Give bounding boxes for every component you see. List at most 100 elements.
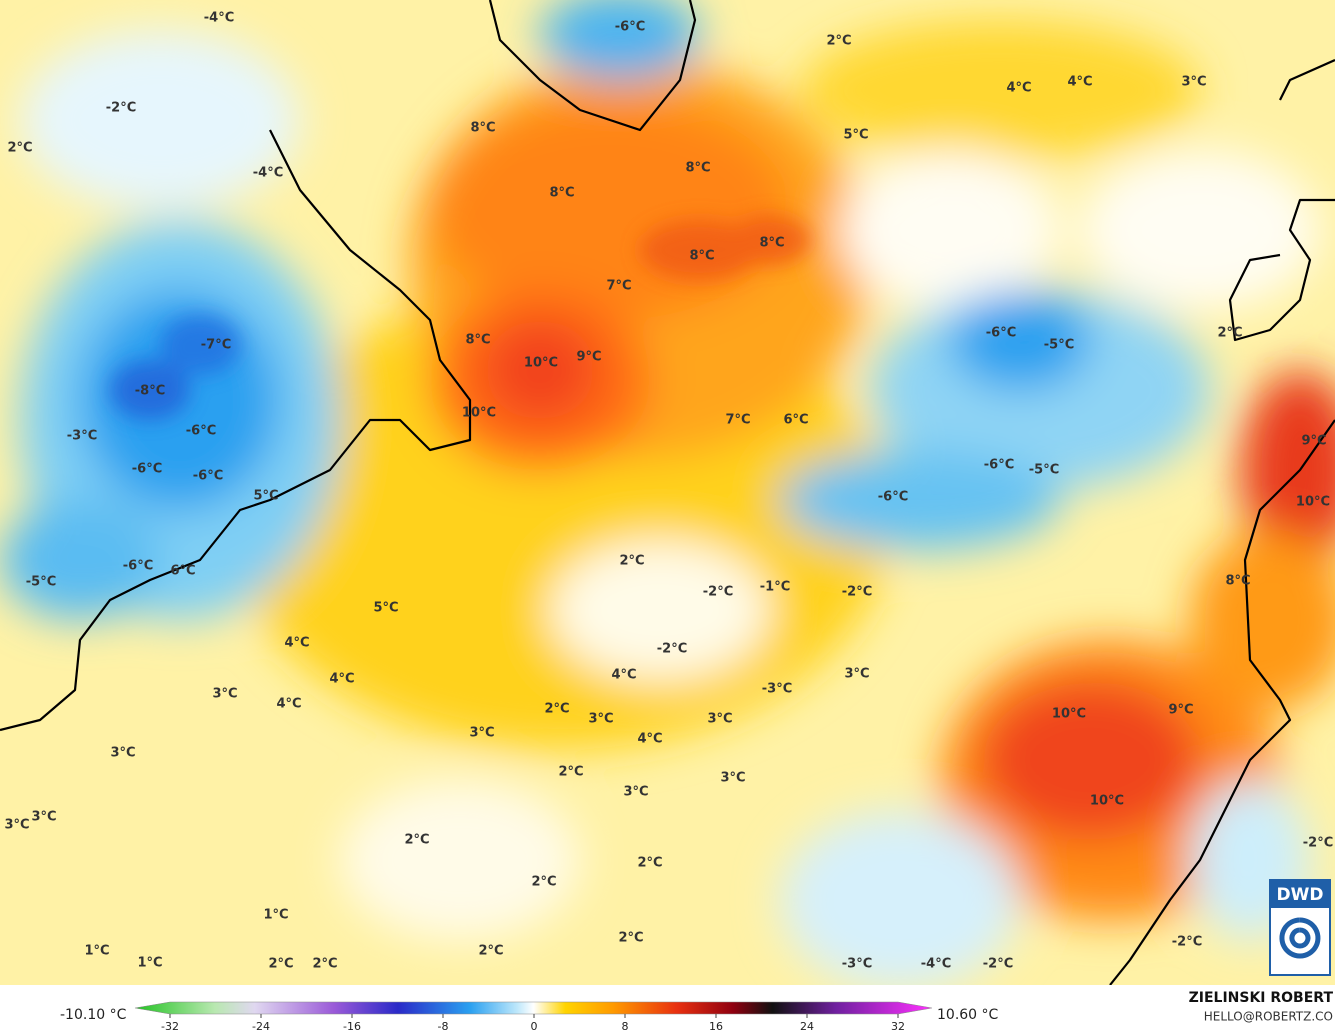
temperature-label: -3°C [762, 682, 792, 697]
temperature-label: -6°C [615, 20, 645, 35]
colorbar-tick-label: -32 [161, 1020, 179, 1033]
temperature-label: -2°C [1303, 836, 1333, 851]
temperature-label: 4°C [611, 668, 636, 683]
colorbar-tick-label: -16 [343, 1020, 361, 1033]
temperature-label: -2°C [1172, 935, 1202, 950]
temperature-label: 9°C [1168, 703, 1193, 718]
temperature-label: 7°C [725, 413, 750, 428]
temperature-label: 1°C [137, 956, 162, 971]
logo-swirl [1279, 917, 1321, 959]
colorbar-tick-label: 8 [622, 1020, 629, 1033]
temperature-label: 3°C [844, 667, 869, 682]
coastline [488, 0, 697, 132]
temperature-label: 10°C [1052, 707, 1086, 722]
temperature-label: 3°C [707, 712, 732, 727]
temperature-label: 2°C [7, 141, 32, 156]
temperature-label: 7°C [606, 279, 631, 294]
temperature-label: 3°C [4, 818, 29, 833]
logo-band [1270, 880, 1330, 908]
temperature-label: 3°C [588, 712, 613, 727]
temperature-label: 10°C [462, 406, 496, 421]
temperature-label: -2°C [842, 585, 872, 600]
temperature-label: -6°C [986, 326, 1016, 341]
temperature-label: 6°C [783, 413, 808, 428]
temperature-label: 2°C [558, 765, 583, 780]
temperature-label: 8°C [1225, 574, 1250, 589]
temperature-label: 4°C [1067, 75, 1092, 90]
temperature-label: 2°C [404, 833, 429, 848]
temperature-label: 8°C [685, 161, 710, 176]
temperature-label: -5°C [26, 575, 56, 590]
temperature-label: 1°C [263, 908, 288, 923]
temperature-label: 2°C [531, 875, 556, 890]
temperature-label: 10°C [1090, 794, 1124, 809]
temperature-label: 3°C [623, 785, 648, 800]
coastline [1109, 419, 1335, 985]
temperature-label: 2°C [826, 34, 851, 49]
temperature-label: 4°C [637, 732, 662, 747]
temperature-label: 4°C [276, 697, 301, 712]
temperature-label: 2°C [619, 554, 644, 569]
temperature-label: -4°C [253, 166, 283, 181]
temperature-label: -8°C [135, 384, 165, 399]
temperature-label: 5°C [843, 128, 868, 143]
colorbar-tick-label: 32 [891, 1020, 905, 1033]
temperature-label: -6°C [193, 469, 223, 484]
coastline [1279, 58, 1335, 101]
colorbar-tick-label: 16 [709, 1020, 723, 1033]
temperature-label: -4°C [921, 957, 951, 972]
temperature-label: 3°C [110, 746, 135, 761]
temperature-label: -6°C [132, 462, 162, 477]
temperature-label: -3°C [67, 429, 97, 444]
temperature-label: 5°C [253, 489, 278, 504]
coastline [1228, 198, 1335, 342]
temperature-label: 3°C [469, 726, 494, 741]
colorbar-tick-label: 24 [800, 1020, 814, 1033]
colorbar-min-label: -10.10 °C [60, 1007, 127, 1023]
colorbar [134, 1001, 933, 1015]
temperature-label: -3°C [842, 957, 872, 972]
temperature-label: 8°C [549, 186, 574, 201]
colorbar-tick-label: 0 [531, 1020, 538, 1033]
colorbar-tick-label: -24 [252, 1020, 270, 1033]
temperature-label: 8°C [759, 236, 784, 251]
temperature-label: -2°C [106, 101, 136, 116]
temperature-label: 2°C [637, 856, 662, 871]
temperature-label: -6°C [186, 424, 216, 439]
temperature-label: 1°C [84, 944, 109, 959]
temperature-label: 2°C [268, 957, 293, 972]
temperature-label: 9°C [576, 350, 601, 365]
temperature-label: -2°C [703, 585, 733, 600]
credit-name: ZIELINSKI ROBERT [1189, 990, 1334, 1006]
temperature-field [0, 0, 1335, 985]
colorbar-max-label: 10.60 °C [937, 1007, 999, 1023]
temperature-label: 3°C [31, 810, 56, 825]
temperature-label: 4°C [284, 636, 309, 651]
temperature-label: 2°C [312, 957, 337, 972]
temperature-label: 8°C [470, 121, 495, 136]
temperature-label: 3°C [212, 687, 237, 702]
temperature-label: 10°C [1296, 495, 1330, 510]
temperature-label: -5°C [1044, 338, 1074, 353]
temperature-label: 3°C [1181, 75, 1206, 90]
temperature-label: -4°C [204, 11, 234, 26]
temperature-label: 2°C [618, 931, 643, 946]
temperature-label: -1°C [760, 580, 790, 595]
logo-text: DWD [1277, 885, 1324, 905]
temperature-label: 2°C [478, 944, 503, 959]
temperature-label: -6°C [123, 559, 153, 574]
temperature-label: 8°C [465, 333, 490, 348]
temperature-label: 6°C [170, 564, 195, 579]
temperature-label: 2°C [1217, 326, 1242, 341]
coastline [0, 129, 472, 732]
temperature-label: -2°C [983, 957, 1013, 972]
temperature-label: -6°C [984, 458, 1014, 473]
temperature-label: 2°C [544, 702, 569, 717]
temperature-label: -5°C [1029, 463, 1059, 478]
temperature-label: 8°C [689, 249, 714, 264]
temperature-label: -7°C [201, 338, 231, 353]
temperature-label: 5°C [373, 601, 398, 616]
colorbar-tick-label: -8 [438, 1020, 449, 1033]
